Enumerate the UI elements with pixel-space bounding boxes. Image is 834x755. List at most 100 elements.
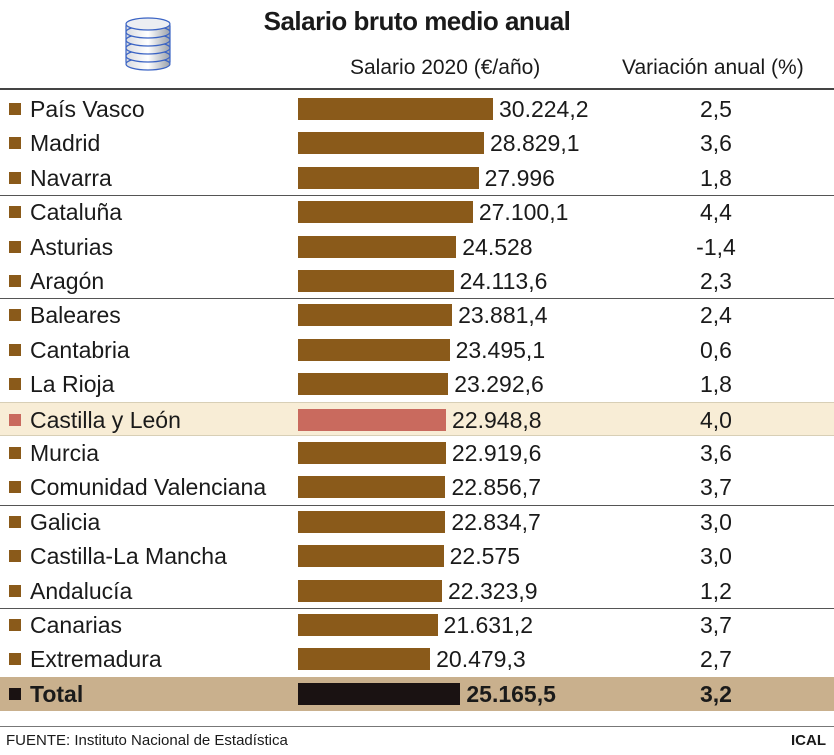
- salary-value: 25.165,5: [466, 680, 556, 707]
- title-bar: Salario bruto medio anual: [0, 0, 834, 42]
- region-name: Galicia: [30, 508, 101, 535]
- table-row: Castilla-La Mancha 22.575 3,0: [0, 539, 834, 573]
- salary-value: 28.829,1: [489, 130, 580, 157]
- row-marker-icon: [9, 584, 21, 597]
- salary-bar: [298, 338, 450, 361]
- variation-value: 2,3: [700, 268, 732, 294]
- region-name: Cantabria: [30, 336, 130, 363]
- table-row: Cataluña 27.100,1 4,4: [0, 195, 834, 229]
- table-row: País Vasco 30.224,2 2,5: [0, 92, 834, 126]
- table-row: Aragón 24.113,6 2,3: [0, 264, 834, 298]
- variation-value: 3,6: [700, 130, 732, 157]
- group-divider: [0, 608, 834, 609]
- salary-bar: [298, 614, 438, 636]
- table-row: Baleares 23.881,4 2,4: [0, 298, 834, 332]
- salary-value: 30.224,2: [499, 96, 589, 122]
- salary-bar: [298, 476, 446, 499]
- row-marker-icon: [9, 343, 21, 356]
- variation-value: 3,0: [700, 543, 732, 570]
- coin-stack-icon: [125, 17, 171, 71]
- row-marker-icon: [9, 171, 21, 184]
- salary-value: 22.575: [449, 543, 520, 570]
- salary-value: 22.948,8: [452, 406, 542, 433]
- group-divider: [0, 195, 834, 197]
- chart-title: Salario bruto medio anual: [263, 6, 571, 36]
- variation-value: -1,4: [696, 233, 736, 260]
- salary-value: 27.996: [484, 164, 555, 191]
- variation-value: 3,2: [700, 680, 732, 707]
- variation-value: 2,4: [700, 302, 732, 329]
- region-name: Navarra: [30, 164, 112, 191]
- region-name: País Vasco: [30, 96, 145, 122]
- salary-bar: [298, 201, 473, 224]
- salary-bar: [298, 545, 444, 568]
- table-row: Canarias 21.631,2 3,7: [0, 608, 834, 642]
- region-name: Castilla y León: [30, 406, 181, 433]
- region-name: Murcia: [30, 440, 100, 466]
- row-marker-icon: [9, 619, 21, 631]
- row-marker-icon: [9, 275, 21, 287]
- salary-bar: [298, 510, 446, 533]
- region-name: Asturias: [30, 233, 114, 260]
- table-row: Comunidad Valenciana 22.856,7 3,7: [0, 470, 834, 504]
- table-row: Navarra 27.996 1,8: [0, 161, 834, 195]
- salary-value: 20.479,3: [436, 646, 526, 673]
- salary-value: 23.881,4: [458, 302, 548, 329]
- row-marker-icon: [9, 309, 21, 322]
- region-name: La Rioja: [30, 371, 115, 398]
- variation-value: 4,0: [700, 406, 732, 433]
- salary-value: 22.323,9: [448, 577, 538, 604]
- footer-divider: [0, 726, 834, 727]
- region-name: Castilla-La Mancha: [30, 543, 227, 570]
- salary-bar: [298, 235, 457, 258]
- salary-value: 23.495,1: [455, 336, 546, 363]
- row-marker-icon: [9, 413, 21, 426]
- row-marker-icon: [9, 103, 21, 115]
- table-row: Murcia 22.919,6 3,6: [0, 436, 834, 470]
- agency-credit: ICAL: [791, 732, 826, 749]
- region-name: Extremadura: [30, 646, 162, 673]
- region-name: Comunidad Valenciana: [30, 474, 267, 501]
- table-row: Galicia 22.834,7 3,0: [0, 505, 834, 539]
- row-marker-icon: [9, 515, 21, 528]
- row-marker-icon: [9, 447, 21, 459]
- salary-bar: [298, 648, 431, 671]
- group-divider: [0, 504, 834, 506]
- region-name: Aragón: [30, 268, 105, 294]
- salary-bar: [298, 408, 447, 431]
- region-name: Andalucía: [30, 577, 133, 604]
- region-name: Canarias: [30, 612, 123, 638]
- salary-value: 22.919,6: [451, 440, 542, 466]
- salary-bar: [298, 304, 453, 327]
- variation-value: 1,8: [700, 371, 732, 398]
- salary-value: 23.292,6: [454, 371, 544, 398]
- table-row: Asturias 24.528 -1,4: [0, 230, 834, 264]
- salary-bar: [298, 579, 443, 602]
- salary-bar: [298, 98, 493, 120]
- variation-value: 4,4: [700, 199, 732, 226]
- variation-value: 3,7: [700, 612, 732, 638]
- variation-value: 3,6: [700, 440, 732, 466]
- table-row: Castilla y León 22.948,8 4,0: [0, 401, 834, 436]
- table-row: La Rioja 23.292,6 1,8: [0, 367, 834, 401]
- salary-value: 27.100,1: [478, 199, 569, 226]
- table-row: Madrid 28.829,1 3,6: [0, 126, 834, 160]
- variation-value: 1,2: [700, 577, 732, 604]
- salary-value: 24.113,6: [459, 268, 548, 294]
- group-divider: [0, 298, 834, 300]
- region-name: Total: [30, 680, 84, 707]
- salary-value: 22.856,7: [451, 474, 541, 501]
- table-row: Extremadura 20.479,3 2,7: [0, 642, 834, 676]
- header-divider: [0, 88, 834, 90]
- region-name: Madrid: [30, 130, 101, 157]
- salary-bar: [298, 373, 449, 396]
- region-name: Cataluña: [30, 199, 123, 226]
- variation-column-header: Variación anual (%): [622, 56, 804, 79]
- salary-bar: [298, 132, 484, 155]
- row-marker-icon: [9, 481, 21, 494]
- salary-bar: [298, 442, 446, 464]
- salary-bar: [298, 682, 461, 705]
- row-marker-icon: [9, 240, 21, 253]
- table-row: Andalucía 22.323,9 1,2: [0, 574, 834, 608]
- total-row: Total 25.165,5 3,2: [0, 676, 834, 711]
